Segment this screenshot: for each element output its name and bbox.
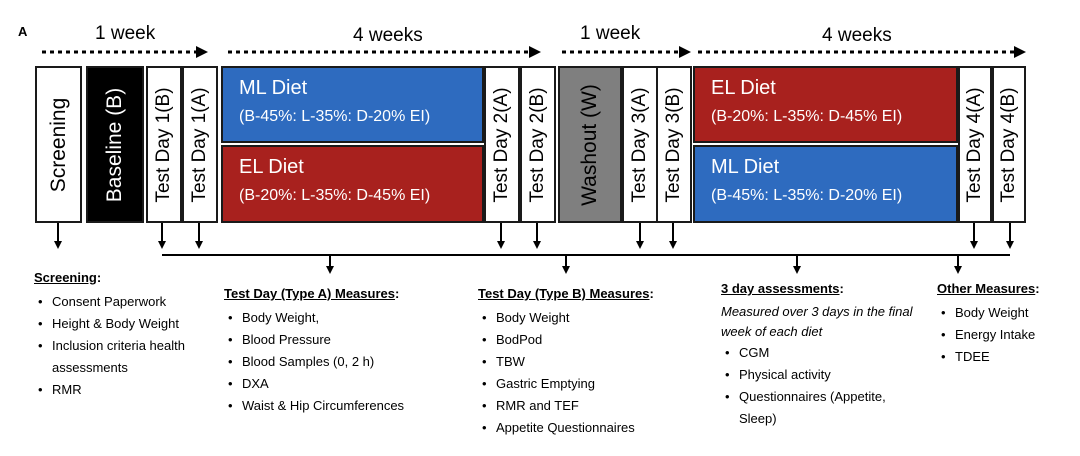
diet-el-period-2: EL Diet (B-20%: L-35%: D-45% EI) — [693, 66, 958, 143]
list-item: CGM — [721, 342, 921, 364]
duration-arrowhead-2 — [529, 46, 541, 58]
diet-el-period-1: EL Diet (B-20%: L-35%: D-45% EI) — [221, 145, 484, 223]
duration-label-1: 1 week — [95, 23, 156, 44]
section-type-b: Test Day (Type B) Measures: Body Weight … — [478, 286, 698, 439]
diet-name: ML Diet — [239, 77, 308, 99]
phase-test-day-2a-label: Test Day 2(A) — [491, 86, 512, 203]
section-other: Other Measures: Body Weight Energy Intak… — [937, 281, 1075, 368]
list-item: Height & Body Weight — [34, 313, 219, 335]
panel-label: A — [18, 24, 28, 39]
list-item: Inclusion criteria health assessments — [34, 335, 219, 379]
section-other-title: Other Measures — [937, 281, 1036, 296]
list-item: Body Weight — [937, 302, 1075, 324]
list-item: Gastric Emptying — [478, 373, 698, 395]
diet-ratio: (B-45%: L-35%: D-20% EI) — [711, 187, 903, 204]
phase-test-day-1b: Test Day 1(B) — [146, 66, 182, 223]
section-3-day-note: Measured over 3 days in the final week o… — [721, 304, 913, 339]
diet-name: ML Diet — [711, 156, 780, 178]
list-item: Waist & Hip Circumferences — [224, 395, 454, 417]
list-item: Blood Pressure — [224, 329, 454, 351]
list-item: BodPod — [478, 329, 698, 351]
phase-washout: Washout (W) — [558, 66, 622, 223]
diet-ratio: (B-20%: L-35%: D-45% EI) — [711, 108, 903, 125]
section-3-day: 3 day assessments: Measured over 3 days … — [721, 281, 921, 430]
duration-label-2: 4 weeks — [353, 25, 423, 46]
phase-test-day-3b-label: Test Day 3(B) — [663, 86, 684, 203]
phase-baseline: Baseline (B) — [86, 66, 144, 223]
phase-test-day-1a-label: Test Day 1(A) — [189, 86, 210, 203]
diet-name: EL Diet — [239, 156, 304, 178]
phase-screening: Screening — [35, 66, 82, 223]
list-item: RMR — [34, 379, 219, 401]
phase-test-day-3b: Test Day 3(B) — [656, 66, 692, 223]
list-item: Physical activity — [721, 364, 921, 386]
section-3-day-title: 3 day assessments — [721, 281, 840, 296]
section-type-a: Test Day (Type A) Measures: Body Weight,… — [224, 286, 454, 417]
phase-test-day-1b-label: Test Day 1(B) — [153, 86, 174, 203]
duration-label-3: 1 week — [580, 23, 641, 44]
duration-arrowhead-3 — [679, 46, 691, 58]
duration-label-4: 4 weeks — [822, 25, 892, 46]
section-screening-title: Screening — [34, 270, 97, 285]
phase-test-day-4a: Test Day 4(A) — [958, 66, 992, 223]
list-item: Body Weight, — [224, 307, 454, 329]
phase-test-day-3a-label: Test Day 3(A) — [629, 86, 650, 203]
list-item: RMR and TEF — [478, 395, 698, 417]
section-type-b-title: Test Day (Type B) Measures — [478, 286, 650, 301]
phase-test-day-2a: Test Day 2(A) — [484, 66, 520, 223]
list-item: Appetite Questionnaires — [478, 417, 698, 439]
duration-arrowhead-4 — [1014, 46, 1026, 58]
list-item: TBW — [478, 351, 698, 373]
section-screening: Screening: Consent Paperwork Height & Bo… — [34, 270, 219, 401]
list-item: Energy Intake — [937, 324, 1075, 346]
diet-ml-period-2: ML Diet (B-45%: L-35%: D-20% EI) — [693, 145, 958, 223]
phase-test-day-4a-label: Test Day 4(A) — [964, 86, 985, 203]
phase-test-day-4b-label: Test Day 4(B) — [998, 86, 1019, 203]
diet-ratio: (B-20%: L-35%: D-45% EI) — [239, 187, 431, 204]
diet-name: EL Diet — [711, 77, 776, 99]
section-type-a-title: Test Day (Type A) Measures — [224, 286, 395, 301]
list-item: TDEE — [937, 346, 1075, 368]
phase-test-day-1a: Test Day 1(A) — [182, 66, 218, 223]
phase-test-day-4b: Test Day 4(B) — [992, 66, 1026, 223]
list-item: Consent Paperwork — [34, 291, 219, 313]
phase-washout-label: Washout (W) — [578, 83, 601, 206]
phase-screening-label: Screening — [46, 97, 70, 192]
phase-test-day-3a: Test Day 3(A) — [622, 66, 658, 223]
list-item: Questionnaires (Appetite, Sleep) — [721, 386, 921, 430]
list-item: DXA — [224, 373, 454, 395]
phase-baseline-label: Baseline (B) — [103, 87, 126, 202]
duration-arrowhead-1 — [196, 46, 208, 58]
list-item: Blood Samples (0, 2 h) — [224, 351, 454, 373]
diet-ml-period-1: ML Diet (B-45%: L-35%: D-20% EI) — [221, 66, 484, 143]
list-item: Body Weight — [478, 307, 698, 329]
diet-ratio: (B-45%: L-35%: D-20% EI) — [239, 108, 431, 125]
phase-test-day-2b: Test Day 2(B) — [520, 66, 556, 223]
phase-test-day-2b-label: Test Day 2(B) — [527, 86, 548, 203]
